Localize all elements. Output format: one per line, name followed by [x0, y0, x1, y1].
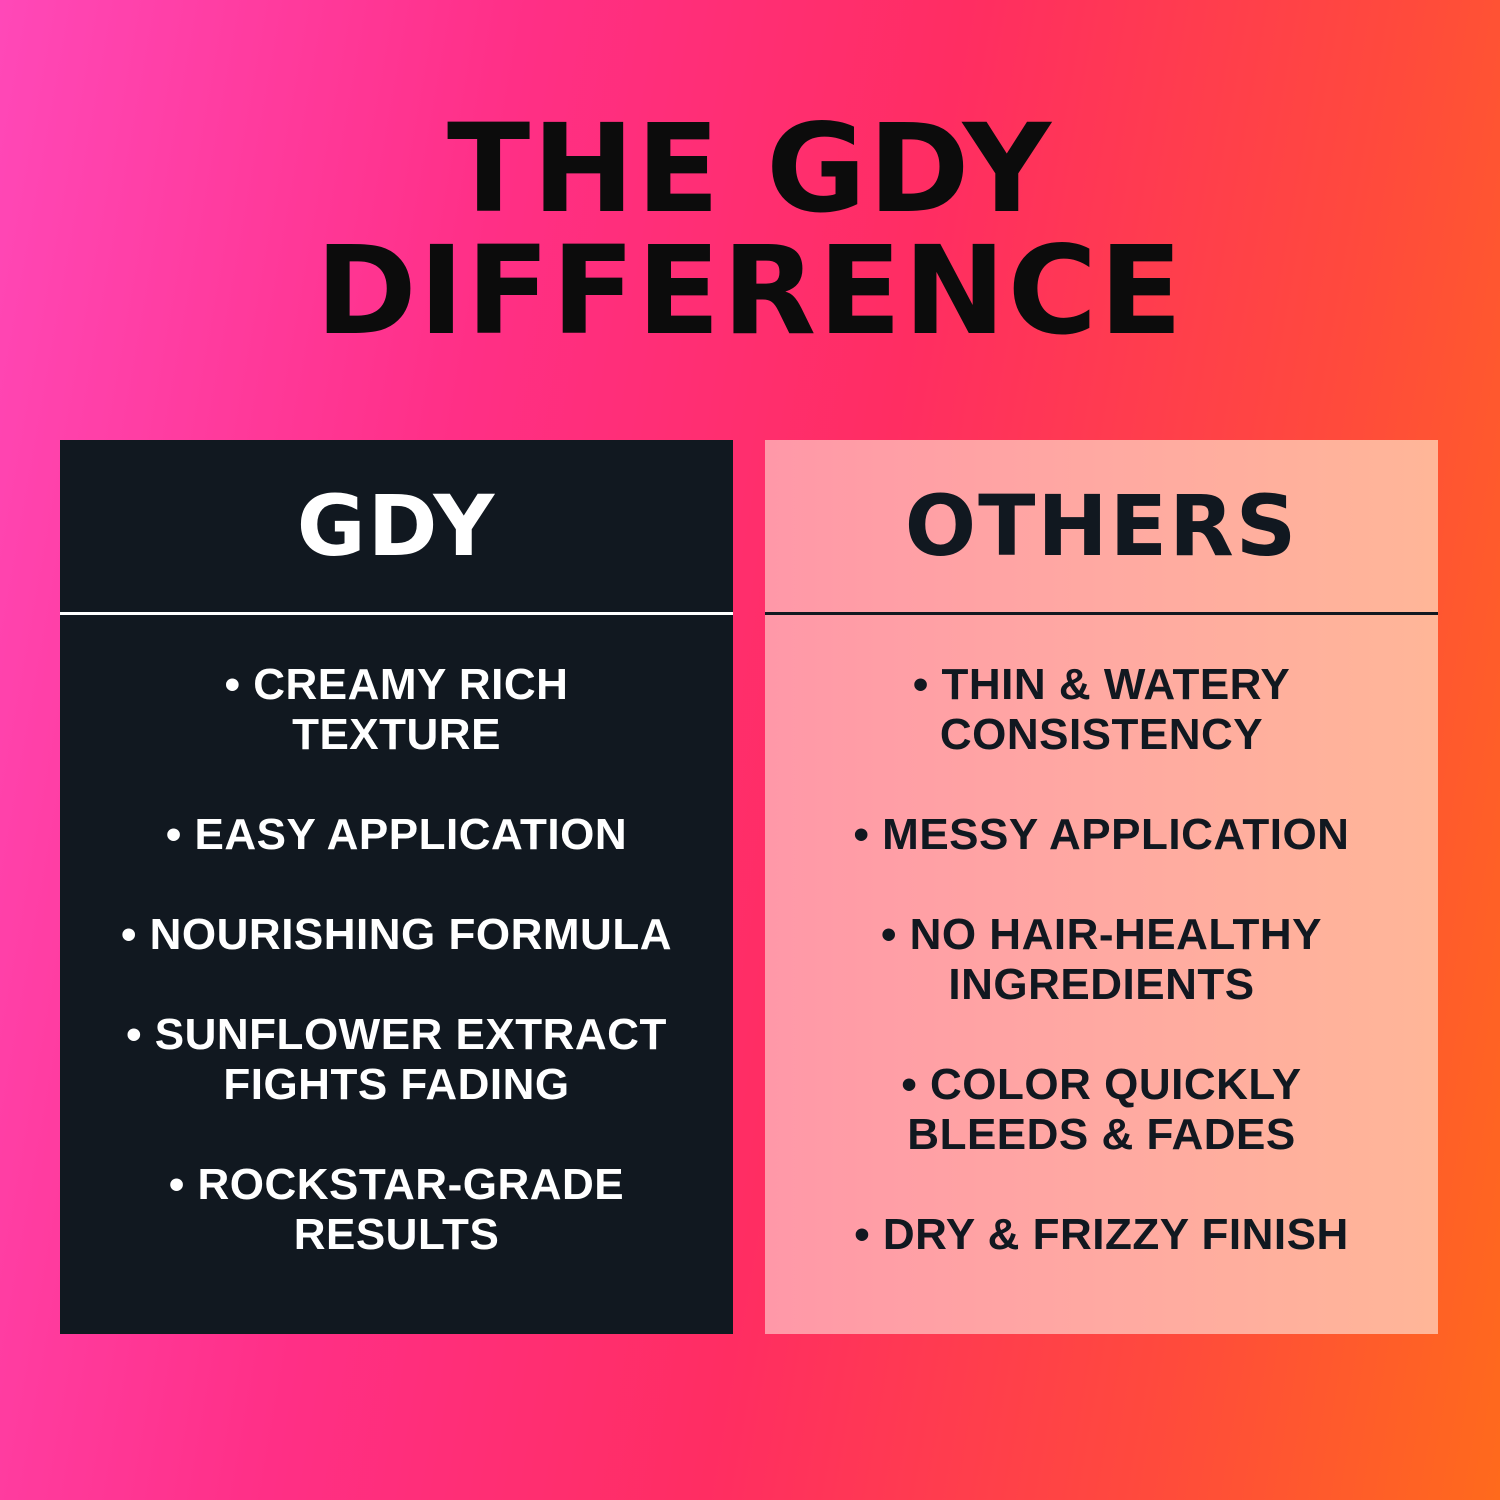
others-panel: OTHERS • THIN & WATERY CONSISTENCY • MESSY… — [765, 440, 1438, 1334]
list-item-line: BLEEDS & FADES — [907, 1110, 1296, 1159]
list-item-line: CONSISTENCY — [939, 710, 1264, 759]
others-list-item: • COLOR QUICKLY BLEEDS & FADES — [765, 1060, 1438, 1160]
list-item-line: • COLOR QUICKLY — [901, 1060, 1302, 1109]
list-item-line: • NO HAIR-HEALTHY — [880, 910, 1323, 959]
gdy-list-item: • NOURISHING FORMULA — [60, 910, 733, 960]
list-item-line: • ROCKSTAR-GRADE — [168, 1160, 625, 1209]
gdy-list-item: • EASY APPLICATION — [60, 810, 733, 860]
gdy-panel: GDY • CREAMY RICH TEXTURE • EASY APPLICATI… — [60, 440, 733, 1334]
list-item-line: • MESSY APPLICATION — [853, 810, 1350, 859]
gdy-list-item: • SUNFLOWER EXTRACT FIGHTS FADING — [60, 1010, 733, 1110]
gdy-list-item: • CREAMY RICH TEXTURE — [60, 660, 733, 760]
list-item-line: RESULTS — [293, 1210, 500, 1259]
others-list-item: • THIN & WATERY CONSISTENCY — [765, 660, 1438, 760]
others-list: • THIN & WATERY CONSISTENCY • MESSY APPLIC… — [765, 660, 1438, 1310]
gdy-list: • CREAMY RICH TEXTURE • EASY APPLICATION • … — [60, 660, 733, 1310]
others-list-item: • NO HAIR-HEALTHY INGREDIENTS — [765, 910, 1438, 1010]
list-item-line: FIGHTS FADING — [223, 1060, 570, 1109]
list-item-line: • NOURISHING FORMULA — [121, 910, 672, 959]
page-title: THE GDY DIFFERENCE — [0, 108, 1500, 352]
others-heading: OTHERS — [904, 477, 1299, 575]
list-item-line: • EASY APPLICATION — [165, 810, 628, 859]
others-list-item: • DRY & FRIZZY FINISH — [765, 1210, 1438, 1260]
list-item-line: • THIN & WATERY — [912, 660, 1291, 709]
gdy-list-item: • ROCKSTAR-GRADE RESULTS — [60, 1160, 733, 1260]
list-item-line: • DRY & FRIZZY FINISH — [854, 1210, 1349, 1259]
list-item-line: • CREAMY RICH — [224, 660, 569, 709]
gdy-heading: GDY — [296, 477, 497, 575]
others-divider — [765, 612, 1438, 615]
gdy-divider — [60, 612, 733, 615]
list-item-line: • SUNFLOWER EXTRACT — [126, 1010, 667, 1059]
list-item-line: TEXTURE — [292, 710, 501, 759]
list-item-line: INGREDIENTS — [948, 960, 1255, 1009]
title-line-2: DIFFERENCE — [315, 220, 1185, 362]
title-line-1: THE GDY — [446, 98, 1053, 240]
others-list-item: • MESSY APPLICATION — [765, 810, 1438, 860]
